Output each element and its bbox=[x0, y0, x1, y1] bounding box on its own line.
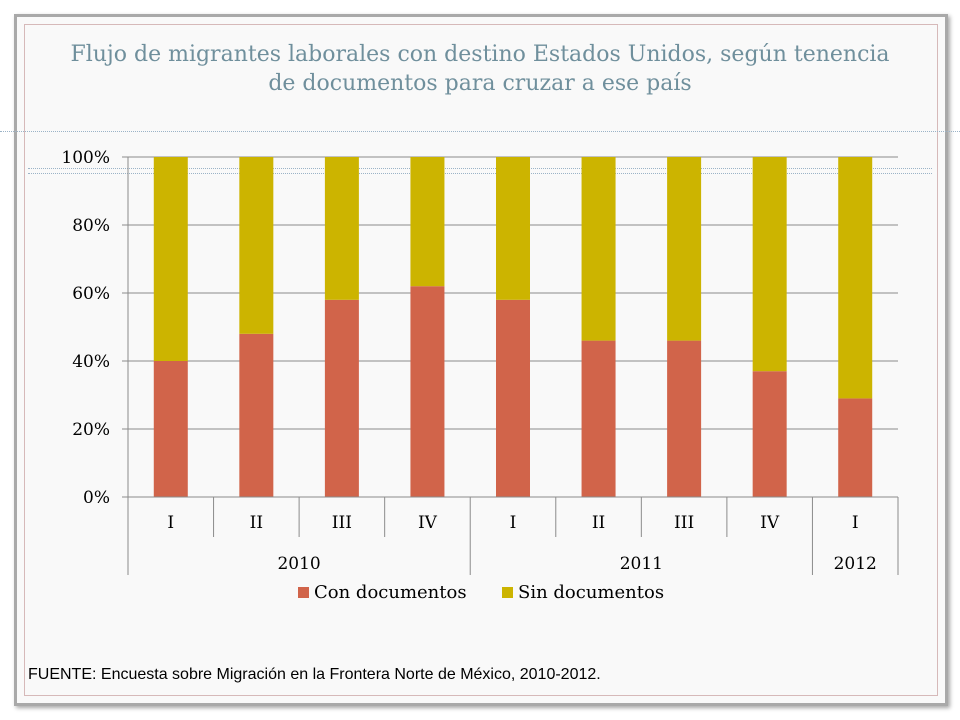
bar-sin-documentos bbox=[410, 157, 445, 287]
bar-con-documentos bbox=[239, 333, 274, 497]
source-note: FUENTE: Encuesta sobre Migración en la F… bbox=[28, 666, 601, 683]
bar-con-documentos bbox=[410, 286, 445, 497]
x-tick-label: III bbox=[674, 513, 694, 533]
x-group-label: 2012 bbox=[834, 554, 877, 574]
bar-sin-documentos bbox=[324, 157, 359, 300]
x-tick-label: III bbox=[332, 513, 352, 533]
bar-sin-documentos bbox=[838, 157, 873, 399]
x-tick-label: II bbox=[592, 513, 605, 533]
x-tick-label: I bbox=[510, 513, 517, 533]
y-tick-label: 100% bbox=[61, 148, 110, 168]
decorative-line bbox=[0, 131, 960, 132]
y-tick-label: 40% bbox=[72, 352, 110, 372]
x-group-label: 2010 bbox=[277, 554, 320, 574]
bar-sin-documentos bbox=[496, 157, 530, 300]
bar-sin-documentos bbox=[153, 157, 188, 361]
x-group-label: 2011 bbox=[620, 554, 663, 574]
inner-frame bbox=[24, 24, 938, 696]
y-tick-label: 60% bbox=[72, 284, 110, 304]
bar-sin-documentos bbox=[667, 157, 702, 341]
bar-con-documentos bbox=[496, 299, 530, 497]
x-tick-label: I bbox=[852, 513, 859, 533]
x-tick-label: IV bbox=[760, 513, 780, 533]
x-tick-label: IV bbox=[418, 513, 438, 533]
bar-sin-documentos bbox=[752, 157, 787, 372]
x-tick-label: I bbox=[167, 513, 174, 533]
bar-sin-documentos bbox=[239, 157, 274, 334]
x-tick-label: II bbox=[250, 513, 263, 533]
legend-swatch-con-documentos bbox=[298, 587, 309, 598]
chart-title: Flujo de migrantes laborales con destino… bbox=[70, 42, 890, 96]
legend-swatch-sin-documentos bbox=[502, 587, 513, 598]
bar-con-documentos bbox=[324, 299, 359, 497]
decorative-line bbox=[28, 168, 932, 169]
legend-label: Sin documentos bbox=[518, 582, 664, 603]
y-tick-label: 0% bbox=[83, 488, 110, 508]
bar-con-documentos bbox=[838, 398, 873, 497]
legend-label: Con documentos bbox=[314, 582, 467, 603]
bar-con-documentos bbox=[153, 361, 188, 497]
bar-con-documentos bbox=[667, 340, 702, 497]
bar-con-documentos bbox=[581, 340, 616, 497]
y-tick-label: 20% bbox=[72, 420, 110, 440]
bar-sin-documentos bbox=[581, 157, 616, 341]
bar-con-documentos bbox=[752, 371, 787, 497]
decorative-line bbox=[28, 173, 932, 174]
y-tick-label: 80% bbox=[72, 216, 110, 236]
